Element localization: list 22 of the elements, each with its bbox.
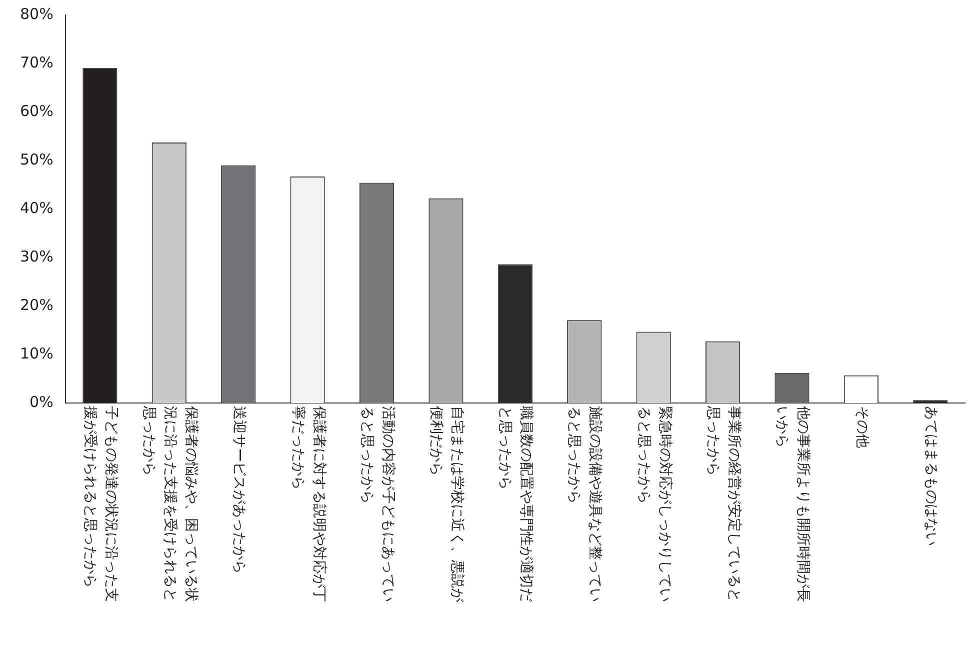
x-tick-label: 緊急時の対応がしっかりしていると思ったから [634,406,674,604]
x-tick-label: 職員数の配置や専門性が適切だと思ったから [496,406,536,604]
x-tick-label: あてはまるものはない [922,406,940,548]
x-tick-label: 保護者に対する説明や対応が丁寧だったから [288,406,328,604]
x-tick-label: 送迎サービスがあったから [230,406,248,576]
x-tick-label: 保護者の悩みや、困っている状況に沿った支援を受けられると思ったから [140,406,200,604]
y-tick-label: 70% [20,53,54,72]
y-tick-label: 10% [20,344,54,362]
y-tick-label: 80% [20,4,54,23]
x-tick-label: 事業所の経営が安定していると思ったから [704,406,743,604]
x-tick-label: 他の事業所よりも開所時間が長いから [772,406,812,604]
y-tick-label: 50% [20,150,54,168]
x-tick-label: 自宅または学校に近く、悪説が便利だから [426,406,466,604]
y-tick-label: 20% [20,296,54,314]
x-tick-label: 子どもの発達の状況に沿った支援が受けられると思ったから [80,406,120,604]
y-tick-label: 30% [20,247,54,266]
y-tick-label: 40% [20,198,54,217]
x-tick-label: 活動の内容が子どもにあっていると思ったから [358,406,397,604]
y-tick-label: 60% [20,102,54,120]
y-tick-label: 0% [30,392,54,411]
x-tick-label: その他 [852,406,871,450]
x-tick-label: 施設の設備や遊具など整っていると思ったから [565,406,604,604]
